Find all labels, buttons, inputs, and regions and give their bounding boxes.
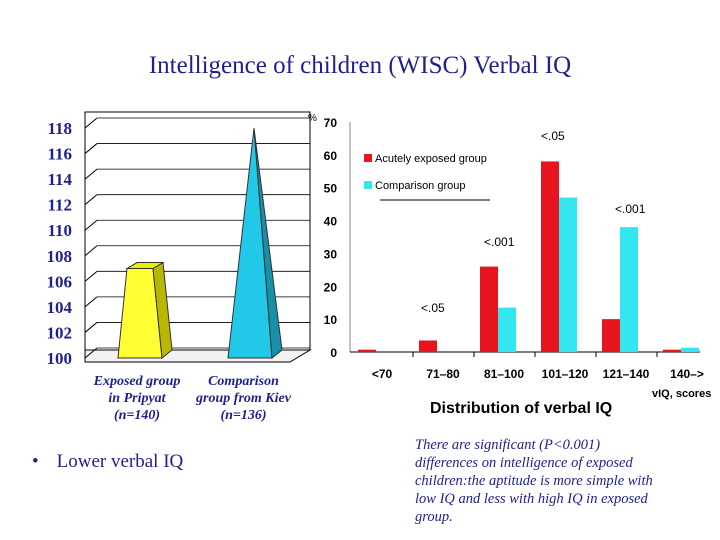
left-tick-label: 108 [47, 247, 73, 266]
left-grid-diagonal [84, 168, 98, 180]
left-grid-diagonal [84, 322, 98, 333]
left-grid-diagonal [84, 270, 98, 282]
left-grid-diagonal [84, 347, 98, 359]
left-tick-label: 106 [47, 272, 73, 291]
right-bar [541, 161, 559, 352]
left-category-label-comparison: Comparison group from Kiev (n=136) [186, 373, 301, 424]
right-tick-label: 50 [324, 182, 338, 196]
right-tick-label: 10 [324, 313, 338, 327]
left-bar-side [253, 127, 283, 359]
legend-label-comparison: Comparison group [375, 180, 466, 192]
right-bar [358, 349, 376, 352]
right-tick-label: 20 [324, 280, 338, 294]
left-tick-label: 100 [47, 349, 73, 368]
right-x-tick-label: 121–140 [603, 367, 650, 381]
right-bar [419, 340, 437, 352]
left-grid-diagonal [84, 194, 98, 206]
left-grid-diagonal [84, 143, 98, 154]
significance-note: There are significant (P<0.001) differen… [415, 437, 653, 525]
left-y-axis: 118 116 114 112 110 108 106 104 102 100 [47, 119, 73, 368]
right-tick-label: 60 [324, 149, 338, 163]
left-category-line: group from Kiev [196, 391, 291, 406]
right-x-tick-label: 71–80 [426, 367, 460, 381]
right-bar [480, 266, 498, 352]
left-bars [117, 127, 283, 359]
left-category-line: (n=136) [220, 408, 267, 423]
left-tick-label: 118 [47, 119, 72, 138]
right-tick-label: 70 [324, 116, 338, 130]
left-grid-diagonal [84, 296, 98, 308]
pvalue-101-120: <.05 [541, 129, 565, 143]
right-x-axis: <70 71–80 81–100 101–120 121–140 140–> [372, 367, 704, 381]
right-bar [663, 349, 681, 352]
left-category-line: Exposed group [93, 374, 181, 389]
legend-swatch-comparison [364, 181, 372, 189]
left-tick-label: 112 [47, 196, 72, 215]
right-x-tick-label: 101–120 [542, 367, 589, 381]
left-grid-diagonal [84, 245, 98, 257]
right-bar [602, 319, 620, 352]
page-title: Intelligence of children (WISC) Verbal I… [148, 52, 572, 79]
right-x-tick-label: <70 [372, 367, 393, 381]
right-chart-title: Distribution of verbal IQ [430, 400, 612, 417]
right-y-axis: 70 60 50 40 30 20 10 0 [324, 116, 338, 360]
right-bars [358, 161, 699, 357]
left-grid-diagonal [84, 219, 98, 231]
bullet-icon: • [32, 451, 39, 472]
right-x-tick-label: 81–100 [484, 367, 524, 381]
left-tick-label: 116 [47, 145, 72, 164]
left-grid-diagonal [84, 117, 98, 129]
right-tick-label: 30 [324, 247, 338, 261]
left-tick-label: 104 [47, 298, 73, 317]
bullet-point: • Lower verbal IQ [32, 451, 183, 473]
left-category-label-exposed: Exposed group in Pripyat (n=140) [82, 373, 192, 424]
right-x-axis-title: vIQ, scores [652, 388, 711, 400]
y-unit-label: % [308, 113, 317, 124]
left-category-line: Comparison [208, 374, 279, 389]
pyramid-chart: 118 116 114 112 110 108 106 104 102 100 [47, 111, 312, 368]
pvalue-71-80: <.05 [421, 301, 445, 315]
bullet-text: Lower verbal IQ [56, 451, 184, 472]
left-tick-label: 114 [47, 170, 72, 189]
right-bar [498, 307, 516, 352]
legend-swatch-exposed [364, 154, 372, 162]
left-bar-top [125, 262, 165, 270]
pvalue-81-100: <.001 [484, 235, 515, 249]
distribution-chart: % 70 60 50 40 30 20 10 0 <70 71–80 81–100 101–120 1… [308, 113, 711, 417]
left-bar [117, 261, 173, 359]
right-x-tick-label: 140–> [670, 367, 704, 381]
left-category-line: in Pripyat [108, 391, 166, 406]
right-tick-label: 0 [330, 346, 337, 360]
pvalue-121-140: <.001 [615, 202, 646, 216]
right-bar [681, 347, 699, 352]
left-category-line: (n=140) [113, 408, 161, 423]
left-tick-label: 102 [47, 323, 73, 342]
legend-label-exposed: Acutely exposed group [375, 153, 487, 165]
right-bar [559, 197, 577, 352]
left-tick-label: 110 [47, 221, 72, 240]
right-bar [620, 227, 638, 352]
left-bar [227, 127, 283, 359]
right-tick-label: 40 [324, 215, 338, 229]
